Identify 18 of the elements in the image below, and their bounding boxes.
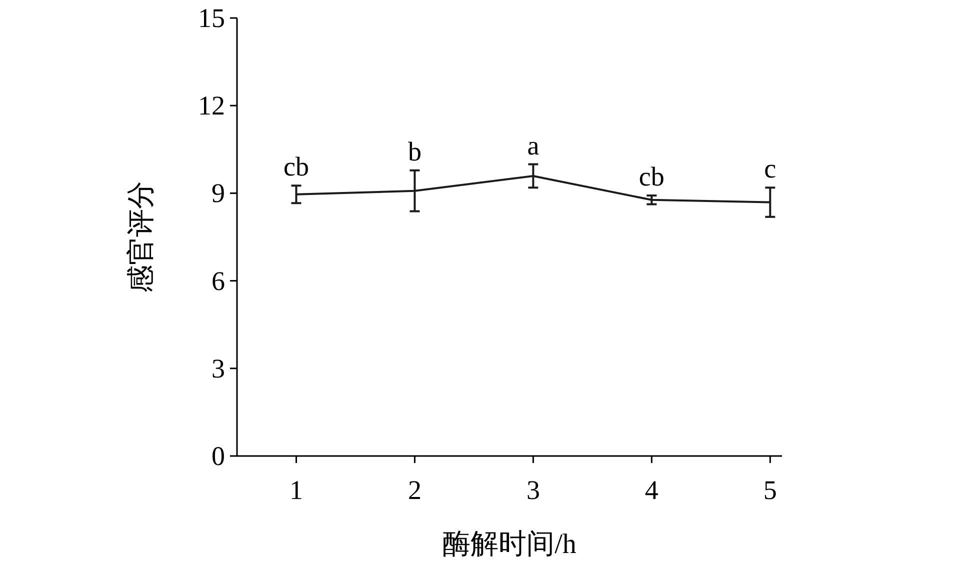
annotation: cb — [638, 162, 664, 192]
x-tick-label: 3 — [526, 475, 540, 505]
x-axis-title: 酶解时间/h — [442, 529, 576, 560]
y-tick-label: 9 — [212, 178, 225, 208]
y-tick-label: 12 — [198, 90, 225, 121]
x-tick-label: 1 — [289, 475, 303, 505]
annotation: b — [408, 136, 422, 166]
y-tick-label: 0 — [212, 441, 225, 471]
annotation: c — [764, 154, 776, 184]
annotation: cb — [283, 152, 309, 182]
x-tick-label: 2 — [408, 475, 422, 505]
annotation: a — [527, 130, 540, 160]
y-axis-title: 感官评分 — [126, 181, 157, 293]
y-tick-label: 6 — [212, 266, 225, 296]
y-tick-label: 3 — [212, 353, 225, 384]
x-tick-label: 5 — [763, 475, 777, 505]
y-tick-label: 15 — [198, 3, 225, 33]
x-tick-label: 4 — [644, 475, 659, 505]
